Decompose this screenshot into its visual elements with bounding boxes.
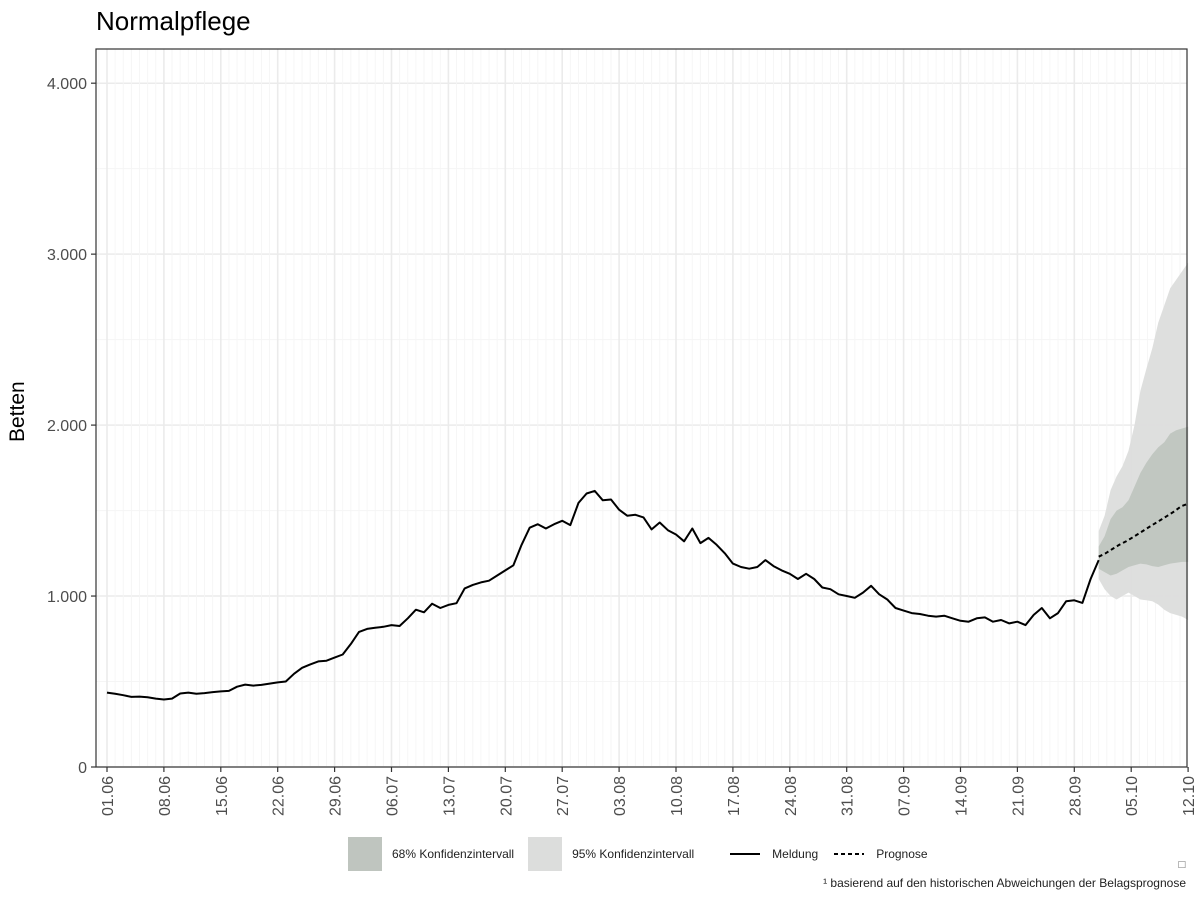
legend: 68% Konfidenzintervall 95% Konfidenzinte… xyxy=(348,836,942,872)
marker-glyph: □ xyxy=(1177,860,1186,870)
x-tick-label: 27.07 xyxy=(555,776,572,816)
y-tick-label: 1.000 xyxy=(47,589,87,606)
footnote: ¹ basierend auf den historischen Abweich… xyxy=(823,876,1186,890)
x-tick-label: 24.08 xyxy=(783,776,800,816)
x-tick-label: 06.07 xyxy=(385,776,402,816)
x-tick-label: 31.08 xyxy=(840,776,857,816)
legend-swatch-ci68 xyxy=(348,837,382,871)
band-ci68 xyxy=(1098,426,1189,576)
series-prognose-line xyxy=(1098,502,1189,558)
x-tick-label: 14.09 xyxy=(954,776,971,816)
series-meldung-line xyxy=(106,489,1100,701)
legend-label-prognose: Prognose xyxy=(876,847,928,861)
x-tick-label: 15.06 xyxy=(214,776,231,816)
x-tick-label: 29.06 xyxy=(328,776,345,816)
x-tick-label: 10.08 xyxy=(669,776,686,816)
x-tick-label: 13.07 xyxy=(441,776,458,816)
y-tick-label: 4.000 xyxy=(47,76,87,93)
legend-swatch-prognose xyxy=(832,837,866,871)
x-tick-label: 07.09 xyxy=(897,776,914,816)
plot-panel xyxy=(96,49,1187,767)
y-tick-label: 0 xyxy=(78,760,87,777)
legend-label-ci95: 95% Konfidenzintervall xyxy=(572,847,695,861)
x-tick-label: 21.09 xyxy=(1010,776,1027,816)
x-tick-label: 08.06 xyxy=(157,776,174,816)
legend-label-ci68: 68% Konfidenzintervall xyxy=(392,847,515,861)
chart-title: Normalpflege xyxy=(96,6,251,36)
x-tick-label: 17.08 xyxy=(726,776,743,816)
y-tick-label: 3.000 xyxy=(47,247,87,264)
y-tick-label: 2.000 xyxy=(47,418,87,435)
plot-border xyxy=(95,48,1188,768)
x-tick-label: 12.10 xyxy=(1181,776,1198,816)
x-tick-label: 01.06 xyxy=(100,776,117,816)
x-tick-label: 03.08 xyxy=(612,776,629,816)
x-tick-label: 05.10 xyxy=(1124,776,1141,816)
x-tick-label: 22.06 xyxy=(271,776,288,816)
legend-label-meldung: Meldung xyxy=(772,847,819,861)
legend-swatch-ci95 xyxy=(528,837,563,871)
x-tick-label: 28.09 xyxy=(1067,776,1084,816)
x-tick-label: 20.07 xyxy=(498,776,515,816)
legend-swatch-meldung xyxy=(728,837,762,871)
